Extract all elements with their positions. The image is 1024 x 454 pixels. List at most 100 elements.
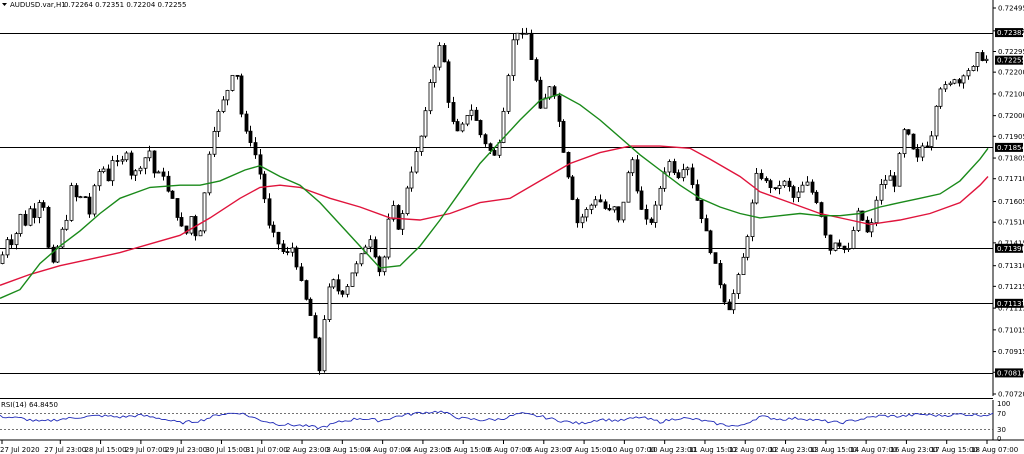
level-tag-box xyxy=(995,368,1023,378)
candle-body xyxy=(810,181,815,193)
y-tick-label: 0.72295 xyxy=(998,48,1024,56)
candle-body xyxy=(672,161,677,174)
candle-body xyxy=(225,89,230,101)
candle-body xyxy=(189,216,194,234)
candle-body xyxy=(294,247,299,268)
candle-body xyxy=(317,337,322,372)
candle-body xyxy=(676,172,681,179)
candles-group xyxy=(0,27,989,375)
candle-body xyxy=(695,184,700,201)
candle-body xyxy=(152,150,157,174)
candle-body xyxy=(129,152,134,176)
candle-body xyxy=(690,167,695,186)
candle-body xyxy=(860,210,865,221)
triangle-down-icon[interactable] xyxy=(2,3,7,6)
candle-body xyxy=(616,206,621,221)
candle-body xyxy=(23,213,28,226)
candle-body xyxy=(635,159,640,192)
current-price-tag-box xyxy=(995,55,1023,65)
candle-body xyxy=(796,191,801,198)
x-tick-label: 5 Aug 15:00 xyxy=(447,446,490,454)
candle-body xyxy=(938,88,943,107)
candle-body xyxy=(915,148,920,158)
candle-body xyxy=(64,219,69,230)
candle-body xyxy=(768,180,773,189)
candle-body xyxy=(971,66,976,71)
rsi-label: RSI(14) 64.8450 xyxy=(1,401,58,409)
current-price-tag-label: 0.72255 xyxy=(997,57,1024,65)
candle-body xyxy=(819,202,824,217)
candle-body xyxy=(644,208,649,220)
candle-body xyxy=(175,198,180,218)
candle-body xyxy=(87,196,92,215)
candle-body xyxy=(327,286,332,320)
candle-body xyxy=(557,95,562,122)
candle-body xyxy=(888,175,893,181)
candle-body xyxy=(879,184,884,201)
candle-body xyxy=(74,185,79,198)
x-tick-label: 17 Aug 15:00 xyxy=(931,446,978,454)
candle-body xyxy=(837,242,842,247)
candle-body xyxy=(41,202,46,208)
candle-body xyxy=(570,176,575,200)
candle-body xyxy=(488,143,493,151)
candle-body xyxy=(304,280,309,300)
candle-body xyxy=(207,153,212,194)
candle-body xyxy=(773,187,778,190)
candle-body xyxy=(478,120,483,136)
candle-body xyxy=(524,32,529,35)
candle-body xyxy=(639,190,644,210)
y-tick-label: 0.71805 xyxy=(998,155,1024,163)
candle-body xyxy=(621,201,626,221)
candle-body xyxy=(184,225,189,234)
candle-body xyxy=(649,218,654,223)
candle-body xyxy=(396,205,401,230)
candle-body xyxy=(451,102,456,122)
candle-body xyxy=(138,167,143,172)
candle-body xyxy=(350,272,355,287)
x-tick-label: 14 Aug 07:00 xyxy=(850,446,897,454)
candle-body xyxy=(419,135,424,152)
level-tag-label: 0.70817 xyxy=(997,369,1024,377)
candle-body xyxy=(391,205,396,220)
candle-body xyxy=(511,39,516,77)
candle-body xyxy=(814,191,819,203)
candle-body xyxy=(455,121,460,132)
candle-body xyxy=(432,66,437,83)
candle-body xyxy=(603,201,608,209)
candle-body xyxy=(212,131,217,155)
candle-body xyxy=(110,160,115,182)
candle-body xyxy=(777,185,782,189)
x-tick-label: 10 Aug 23:00 xyxy=(649,446,696,454)
x-tick-label: 16 Aug 23:00 xyxy=(890,446,937,454)
candle-body xyxy=(69,185,74,221)
candle-body xyxy=(966,70,971,77)
x-tick-label: 12 Aug 07:00 xyxy=(729,446,776,454)
candle-body xyxy=(322,319,327,372)
candle-body xyxy=(782,180,787,187)
candle-body xyxy=(253,142,258,156)
candle-body xyxy=(607,208,612,211)
candle-body xyxy=(313,315,318,339)
candle-body xyxy=(980,52,985,61)
candle-body xyxy=(271,224,276,233)
candle-body xyxy=(345,286,350,295)
symbol-label: AUDUSD.var,H1 xyxy=(10,1,66,9)
candle-body xyxy=(699,199,704,220)
x-tick-label: 6 Aug 23:00 xyxy=(528,446,571,454)
candle-body xyxy=(373,239,378,258)
y-tick-label: 0.71015 xyxy=(998,326,1024,334)
candle-body xyxy=(846,248,851,250)
x-tick-label: 13 Aug 15:00 xyxy=(810,446,857,454)
x-tick-label: 4 Aug 07:00 xyxy=(367,446,410,454)
x-tick-label: 4 Aug 23:00 xyxy=(407,446,450,454)
candle-body xyxy=(667,161,672,173)
candle-body xyxy=(731,293,736,311)
candle-body xyxy=(580,216,585,224)
candle-body xyxy=(501,110,506,143)
